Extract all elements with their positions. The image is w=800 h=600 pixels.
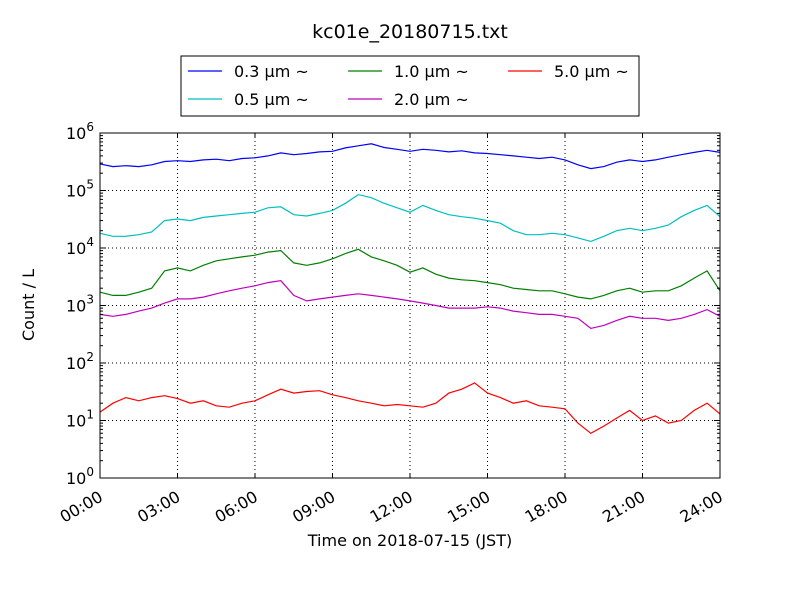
legend-label: 2.0 μm ~ [394,90,469,109]
legend-label: 1.0 μm ~ [394,62,469,81]
y-tick-label: 105 [66,178,94,201]
chart-title: kc01e_20180715.txt [312,21,508,43]
grid-lines [100,133,720,478]
y-tick-label: 101 [66,408,94,431]
x-tick-label: 24:00 [677,487,726,527]
series-line [99,280,721,330]
legend-label: 0.3 μm ~ [234,62,309,81]
y-tick-label: 100 [66,465,94,488]
axis-ticks: 00:00 03:00 06:00 09:00 12:00 15:00 18:00 21:00… [57,120,726,527]
legend-label: 0.5 μm ~ [234,90,309,109]
x-tick-label: 03:00 [134,487,183,527]
series-line [99,248,721,300]
x-tick-label: 00:00 [57,487,106,527]
y-tick-label: 104 [66,235,94,258]
y-tick-label: 102 [66,350,94,373]
series-line [99,143,721,170]
series-line [99,193,721,243]
series-lines [99,143,721,435]
legend-box [180,55,640,117]
y-tick-label: 103 [66,293,94,316]
x-tick-label: 15:00 [444,487,493,527]
y-tick-label: 106 [66,120,94,143]
series-line [99,382,721,435]
legend: 0.3 μm ~ 0.5 μm ~ 1.0 μm ~ 2.0 μm ~ 5.0 μm ~ [180,55,640,117]
x-tick-label: 06:00 [212,487,261,527]
x-axis-label: Time on 2018-07-15 (JST) [307,531,512,550]
x-tick-label: 12:00 [367,487,416,527]
y-axis-label: Count / L [19,269,38,341]
legend-label: 5.0 μm ~ [554,62,629,81]
x-tick-label: 18:00 [522,487,571,527]
x-tick-label: 21:00 [599,487,648,527]
x-tick-label: 09:00 [289,487,338,527]
